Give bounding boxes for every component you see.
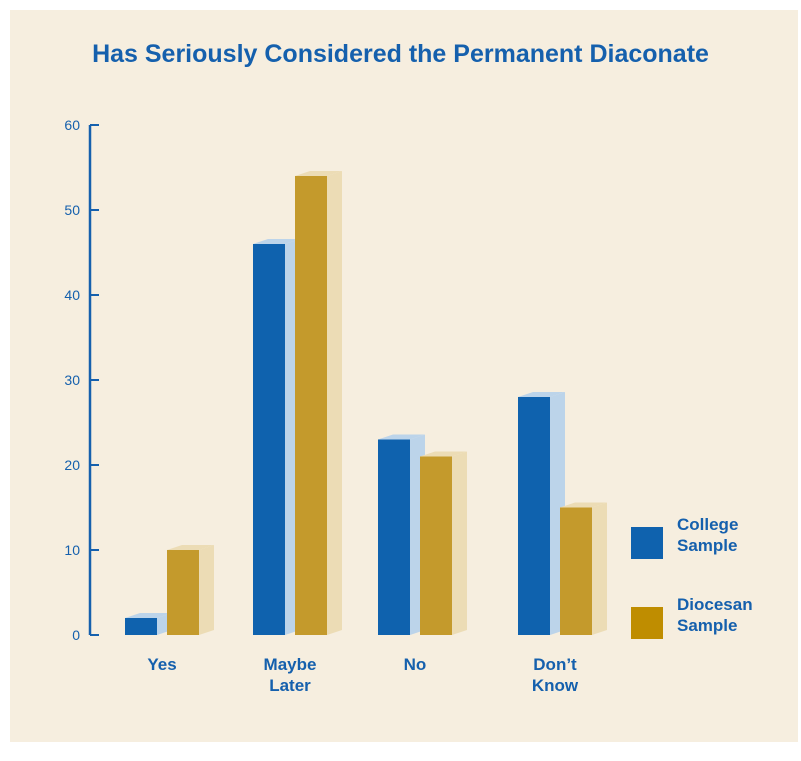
bar-front	[420, 456, 452, 635]
category-label: Later	[269, 676, 311, 695]
category-label: Yes	[147, 655, 176, 674]
category-label: Don’t	[533, 655, 577, 674]
bar-top	[167, 545, 214, 550]
y-tick-label: 50	[64, 202, 80, 218]
legend-swatch	[631, 527, 663, 559]
bar	[378, 434, 425, 635]
category-label: Know	[532, 676, 579, 695]
bar-top	[378, 434, 425, 440]
y-tick-label: 30	[64, 372, 80, 388]
y-axis: 0 10 20 30 40 50 60	[64, 117, 99, 643]
bar	[253, 239, 300, 635]
bar-front	[378, 439, 410, 635]
bar-top	[420, 451, 467, 457]
bars	[125, 171, 607, 635]
bar-top	[295, 171, 342, 176]
legend-swatch	[631, 607, 663, 639]
bar-front	[295, 176, 327, 635]
bar	[518, 392, 565, 635]
bar	[420, 451, 467, 635]
bar-top	[518, 392, 565, 397]
bar-front	[560, 507, 592, 635]
bar-side	[327, 171, 342, 635]
y-tick-label: 0	[72, 627, 80, 643]
legend-label: Sample	[677, 536, 737, 555]
bar-side	[199, 545, 214, 635]
bar	[295, 171, 342, 635]
bar-front	[125, 618, 157, 635]
bar-front	[253, 244, 285, 635]
legend-label: Sample	[677, 616, 737, 635]
y-tick-label: 20	[64, 457, 80, 473]
bar-front	[518, 397, 550, 635]
y-tick-label: 10	[64, 542, 80, 558]
bar	[560, 502, 607, 635]
bar-top	[253, 239, 300, 244]
bar-side	[592, 502, 607, 635]
bar-top	[560, 502, 607, 508]
y-tick-label: 60	[64, 117, 80, 133]
bar	[167, 545, 214, 635]
legend-label: College	[677, 515, 738, 534]
bar-side	[452, 451, 467, 635]
bar	[125, 613, 172, 635]
legend: College Sample Diocesan Sample	[631, 515, 753, 639]
bar-front	[167, 550, 199, 635]
category-label: Maybe	[264, 655, 317, 674]
chart-title: Has Seriously Considered the Permanent D…	[92, 40, 709, 68]
bar-top	[125, 613, 172, 618]
y-tick-label: 40	[64, 287, 80, 303]
category-labels: Yes Maybe Later No Don’t Know	[147, 655, 579, 695]
legend-label: Diocesan	[677, 595, 753, 614]
category-label: No	[404, 655, 427, 674]
